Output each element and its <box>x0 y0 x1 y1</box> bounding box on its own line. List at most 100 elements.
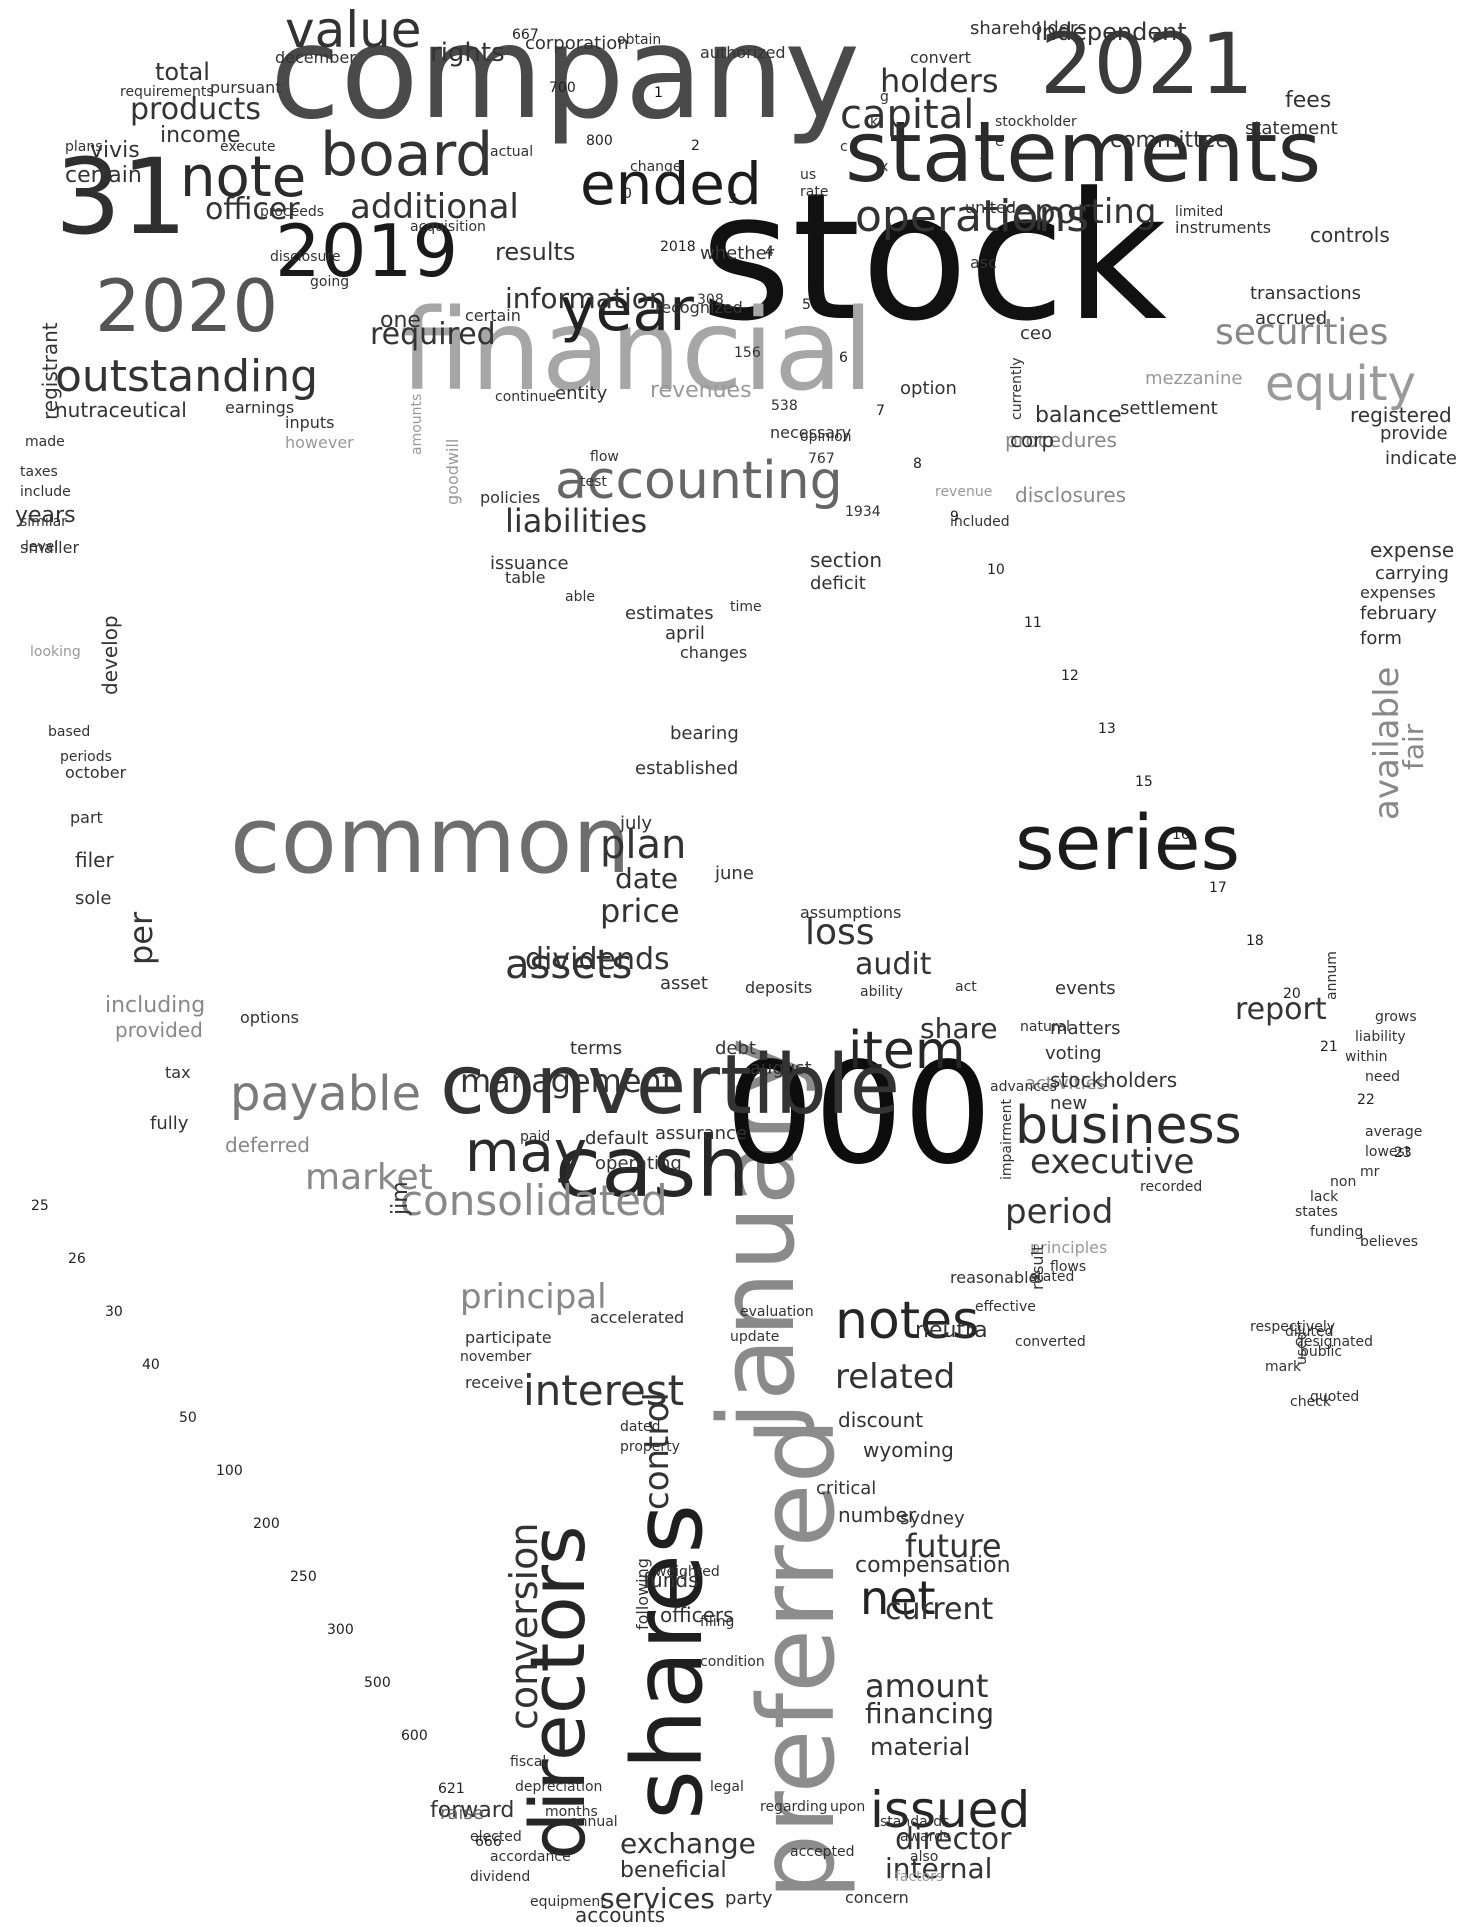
word-however: however <box>285 433 354 452</box>
word-company: company <box>270 0 860 148</box>
word-designated: designated <box>1295 1334 1374 1350</box>
word-fees: fees <box>1285 88 1332 113</box>
word-deferred: deferred <box>225 1133 310 1157</box>
word-21: 21 <box>1320 1039 1338 1055</box>
word-including: including <box>105 993 206 1018</box>
word-market: market <box>305 1157 433 1198</box>
word-legal: legal <box>710 1779 744 1795</box>
word-rights: rights <box>430 38 505 68</box>
word-advances: advances <box>990 1079 1057 1095</box>
word-condition: condition <box>700 1654 765 1670</box>
word-based: based <box>48 724 91 740</box>
word-execute: execute <box>220 139 276 155</box>
word-made: made <box>25 434 65 450</box>
word-impairment: impairment <box>999 1098 1015 1180</box>
word-requirements: requirements <box>120 84 214 100</box>
word-value: value <box>285 1 422 59</box>
word-activities: activities <box>1025 1073 1107 1094</box>
word-voting: voting <box>1045 1043 1102 1064</box>
word-grows: grows <box>1375 1009 1417 1025</box>
word-weighted: weighted <box>655 1564 720 1580</box>
word-following: following <box>633 1558 652 1630</box>
word-raise: raise <box>440 1803 484 1824</box>
word-250: 250 <box>290 1569 317 1585</box>
word-annum: annum <box>1324 951 1340 1000</box>
word-august: august <box>750 1058 812 1079</box>
word-time: time <box>730 599 762 615</box>
word-october: october <box>65 763 127 782</box>
word-disclosure: disclosure <box>270 249 341 265</box>
word-reasonable: reasonable <box>950 1268 1039 1287</box>
word-annual: annual <box>570 1814 618 1830</box>
word-director: director <box>895 1822 1012 1857</box>
word-years: years <box>15 503 76 528</box>
word-13: 13 <box>1098 721 1116 737</box>
word-june: june <box>715 863 754 884</box>
word-principal: principal <box>460 1277 607 1317</box>
word-opinion: opinion <box>800 429 852 445</box>
word-12: 12 <box>1061 668 1079 684</box>
word-depreciation: depreciation <box>515 1779 603 1795</box>
word-700: 700 <box>549 80 576 96</box>
word-25: 25 <box>31 1198 49 1214</box>
word-independent: independent <box>1035 18 1187 46</box>
word-liabilities: liabilities <box>505 502 648 540</box>
word-securities: securities <box>1215 312 1389 353</box>
word-nutraceutical: nutraceutical <box>55 398 187 422</box>
word-develop: develop <box>98 615 122 695</box>
word-ended: ended <box>580 150 762 218</box>
word-50: 50 <box>179 1410 197 1426</box>
word-statements: statements <box>845 103 1322 201</box>
word-mezzanine: mezzanine <box>1145 368 1243 389</box>
word-receive: receive <box>465 1373 524 1392</box>
word-issued: issued <box>870 1781 1031 1839</box>
word-g: g <box>880 89 889 105</box>
word-number: number <box>838 1503 917 1527</box>
word-date: date <box>615 862 679 895</box>
word-per: per <box>122 911 160 965</box>
word-non: non <box>1330 1174 1357 1190</box>
word-loss: loss <box>805 912 875 953</box>
word-revenues: revenues <box>650 378 752 403</box>
word-april: april <box>665 623 705 644</box>
word-f: f <box>980 154 985 170</box>
word-40: 40 <box>142 1357 160 1373</box>
word-rate: rate <box>800 184 829 200</box>
word-statement: statement <box>1245 118 1338 139</box>
word-changes: changes <box>680 643 748 662</box>
word-1934: 1934 <box>845 504 881 520</box>
word-2020: 2020 <box>95 264 279 348</box>
word-report: report <box>1235 992 1327 1027</box>
word-periods: periods <box>60 749 112 765</box>
word-convert: convert <box>910 48 971 67</box>
word-able: able <box>565 589 595 605</box>
word-accordance: accordance <box>490 1849 571 1865</box>
word-9: 9 <box>950 509 959 525</box>
word-net: net <box>860 1571 936 1625</box>
word-within: within <box>1345 1049 1388 1065</box>
word-asc: asc <box>970 253 997 272</box>
word-issuance: issuance <box>490 553 569 574</box>
word-amounts: amounts <box>409 393 425 455</box>
word-smaller: smaller <box>20 538 80 557</box>
word-amount: amount <box>865 1667 989 1705</box>
word-limited: limited <box>1175 204 1224 220</box>
word-principles: principles <box>1030 1238 1108 1257</box>
word-2018: 2018 <box>660 239 696 255</box>
word-executive: executive <box>1030 1142 1195 1182</box>
word-goodwill: goodwill <box>443 438 462 505</box>
word-terms: terms <box>570 1038 623 1059</box>
word-fully: fully <box>150 1113 189 1134</box>
word-options: options <box>240 1008 299 1027</box>
word-conversion: conversion <box>502 1522 546 1730</box>
word-stockholders: stockholders <box>1050 1068 1178 1092</box>
word-recognized: recognized <box>655 298 743 317</box>
word-26: 26 <box>68 1251 86 1267</box>
word-total: total <box>155 58 210 86</box>
word-instruments: instruments <box>1175 218 1272 237</box>
word-officers: officers <box>660 1603 734 1627</box>
word-critical: critical <box>816 1478 877 1499</box>
word-item: item <box>848 1021 966 1081</box>
word-obtain: obtain <box>617 32 662 48</box>
word-17: 17 <box>1209 880 1227 896</box>
